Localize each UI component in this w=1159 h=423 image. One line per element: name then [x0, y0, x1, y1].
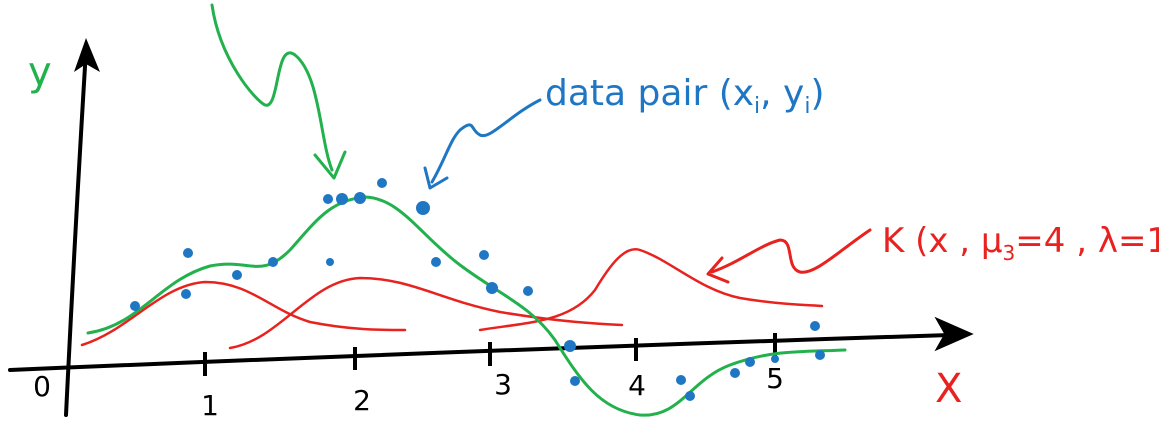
arrow-head	[313, 150, 347, 180]
fit-curve	[86, 195, 847, 417]
y-arrow	[74, 38, 100, 72]
point	[431, 257, 441, 267]
x-axis	[8, 333, 952, 372]
point	[130, 301, 140, 311]
point	[745, 357, 755, 367]
point	[323, 194, 333, 204]
point	[810, 321, 820, 331]
kernel-label: K (x , μ3=4 , λ=1)	[882, 221, 1159, 265]
arrow-head	[423, 166, 449, 190]
text-part: )	[811, 73, 825, 114]
point	[181, 289, 191, 299]
point	[570, 376, 580, 386]
text-part: data pair (x	[545, 73, 754, 114]
x-arrow	[934, 316, 974, 352]
kernel-curve	[478, 247, 824, 332]
tick-label: 4	[628, 369, 646, 402]
point	[815, 350, 825, 360]
point	[354, 192, 366, 204]
x-label: X	[935, 366, 962, 412]
tick-label: 3	[494, 368, 512, 401]
point	[523, 286, 533, 296]
kernels	[80, 247, 824, 350]
y-axis	[64, 48, 88, 417]
point	[336, 193, 348, 205]
point	[564, 340, 576, 352]
point	[377, 178, 387, 188]
subscript: 3	[1003, 241, 1016, 265]
text-part: K (x , μ	[882, 221, 1003, 261]
pointer-arrow	[430, 98, 542, 184]
point	[479, 250, 489, 260]
x-tick-labels: 0 1 2 3 4 5	[33, 362, 784, 422]
text-part: =4 , λ=1)	[1015, 221, 1159, 261]
point	[676, 375, 686, 385]
point	[268, 257, 278, 267]
tick-label: 0	[33, 370, 51, 403]
point	[730, 368, 740, 378]
point	[771, 355, 779, 363]
data-pair-label: data pair (xi, yi)	[545, 73, 825, 119]
tick-label: 1	[201, 389, 219, 422]
point	[232, 270, 242, 280]
point	[416, 201, 430, 215]
text-part: , y	[760, 73, 804, 114]
point	[486, 282, 498, 294]
kernel-curve	[80, 280, 407, 347]
y-label: y	[28, 49, 52, 95]
data-points	[130, 178, 825, 401]
pointer-arrow	[710, 228, 872, 274]
subscript: i	[754, 94, 760, 119]
arrow-head	[706, 256, 730, 284]
x-tick-marks	[203, 333, 777, 376]
tick-label: 2	[353, 384, 371, 417]
point	[183, 248, 193, 258]
tick-label: 5	[766, 362, 784, 395]
subscript: i	[804, 94, 810, 119]
pointer-arrow	[210, 3, 334, 172]
kernel-curve	[228, 276, 624, 350]
point	[326, 258, 334, 266]
point	[685, 391, 695, 401]
